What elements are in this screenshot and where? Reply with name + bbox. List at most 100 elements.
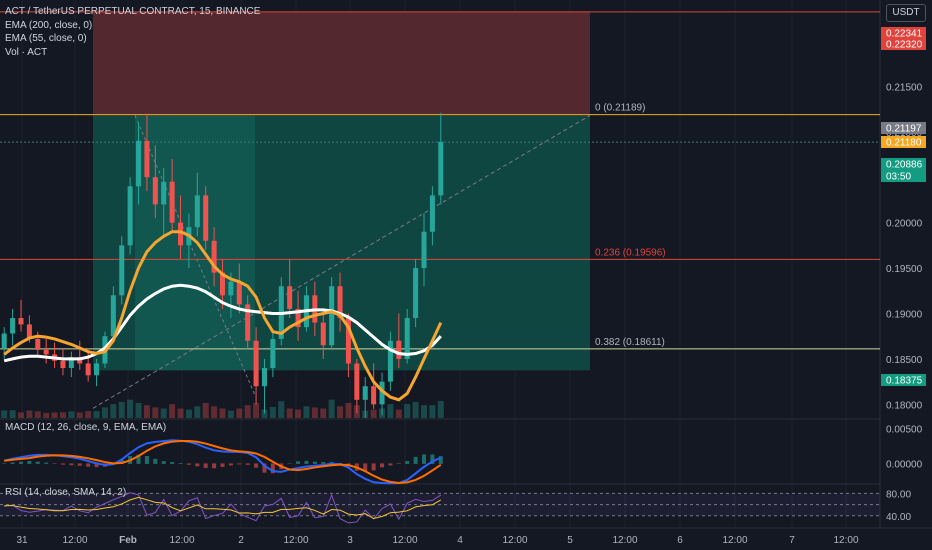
time-label-9: 12:00 [502,535,527,546]
volume-bar-32 [269,406,276,418]
price-tag-6: 0.18375 [886,376,923,387]
candle-body-11 [94,363,100,376]
macd-hist-28 [237,463,242,465]
volume-bar-11 [93,411,100,418]
macd-hist-32 [270,463,275,474]
candle-body-10 [85,363,91,376]
price-axis: 0.220000.215000.210000.205000.200000.195… [886,37,923,523]
volume-bar-9 [76,412,83,418]
legend-ema55[interactable]: EMA (55, close, 0) [5,33,87,44]
volume-bar-28 [236,408,243,418]
legend-symbol[interactable]: ACT / TetherUS PERPETUAL CONTRACT, 15, B… [5,6,261,17]
ema-lines [3,230,443,402]
candle-body-35 [295,308,301,328]
volume-bar-23 [194,406,201,418]
macd-hist-3 [27,460,32,464]
volume-bar-13 [110,404,117,418]
macd-hist-22 [186,463,191,465]
volume-bar-20 [169,404,176,418]
candle-body-45 [379,381,385,405]
candle-body-29 [245,304,251,341]
macd-hist-7 [60,463,65,465]
volume-bar-48 [404,404,411,418]
macd-hist-45 [380,463,385,468]
legend-volume[interactable]: Vol · ACT [5,47,48,58]
price-tag-bg-4 [881,158,926,170]
candle-body-0 [1,333,7,349]
candle-body-39 [329,286,335,346]
volume-bar-30 [253,403,260,418]
volume-bar-51 [429,405,436,418]
volume-bar-50 [421,405,428,418]
volume-bar-8 [68,411,75,418]
macd-hist-10 [86,463,91,467]
volume-bar-6 [51,412,58,418]
candle-body-51 [429,195,435,232]
candle-body-7 [60,360,66,369]
volume-bar-10 [85,411,92,418]
macd-axis-label-1: 0.00000 [886,459,923,470]
candle-body-3 [26,324,32,339]
macd-hist-46 [388,463,393,466]
macd-hist-37 [312,461,317,464]
candle-body-31 [261,368,267,387]
macd-hist-8 [69,463,74,466]
volume-bar-19 [160,408,167,418]
macd-pane [2,439,443,485]
price-tag-bg-5 [881,170,926,182]
volume-bar-46 [387,404,394,418]
price-axis-label-4: 0.20000 [886,219,923,230]
macd-signal-line [4,439,442,484]
candle-body-13 [110,295,116,337]
volume-bar-44 [370,409,377,418]
price-tag-bg-0 [881,27,926,39]
time-label-5: 12:00 [283,535,308,546]
volume-bar-37 [311,407,318,418]
candle-body-44 [371,386,377,405]
candle-body-14 [119,245,125,296]
price-axis-label-1: 0.21500 [886,82,923,93]
macd-hist-21 [178,463,183,464]
legend-macd[interactable]: MACD (12, 26, close, 9, EMA, EMA) [5,422,167,433]
candle-body-32 [270,338,276,369]
price-axis-label-6: 0.19000 [886,310,923,321]
time-label-4: 2 [238,535,244,546]
macd-hist-18 [153,458,158,464]
currency-button[interactable]: USDT [886,4,926,22]
candle-body-38 [320,322,326,346]
macd-hist-43 [363,463,368,472]
candle-body-23 [194,195,200,228]
candle-body-5 [43,349,49,355]
volume-bar-47 [395,409,402,418]
volume-bar-17 [143,405,150,418]
macd-hist-11 [94,463,99,468]
macd-hist-38 [321,462,326,464]
macd-hist-0 [2,463,7,464]
volume-bar-27 [227,410,234,418]
candle-body-34 [287,286,293,309]
legend-rsi[interactable]: RSI (14, close, SMA, 14, 2) [5,487,127,498]
price-tag-5: 03:50 [886,172,911,183]
time-label-11: 12:00 [612,535,637,546]
candle-body-46 [387,340,393,382]
macd-hist-48 [405,460,410,464]
price-tag-3: 0.21180 [886,138,922,149]
candlesticks [1,112,444,418]
macd-hist-4 [35,461,40,464]
macd-hist-44 [371,463,376,471]
candle-body-21 [178,222,184,246]
legend-ema200[interactable]: EMA (200, close, 0) [5,20,93,31]
rsi-axis-label-0: 80.00 [886,489,911,500]
macd-hist-2 [18,461,23,464]
macd-hist-1 [10,462,15,464]
volume-bar-39 [328,399,335,418]
volume-bar-14 [118,401,125,418]
volume-bar-35 [295,409,302,418]
candle-body-30 [253,340,259,387]
price-tag-0: 0.22341 [886,29,923,40]
candle-body-18 [152,177,158,205]
trend-line-dashed [92,114,591,409]
volume-bar-29 [244,405,251,418]
